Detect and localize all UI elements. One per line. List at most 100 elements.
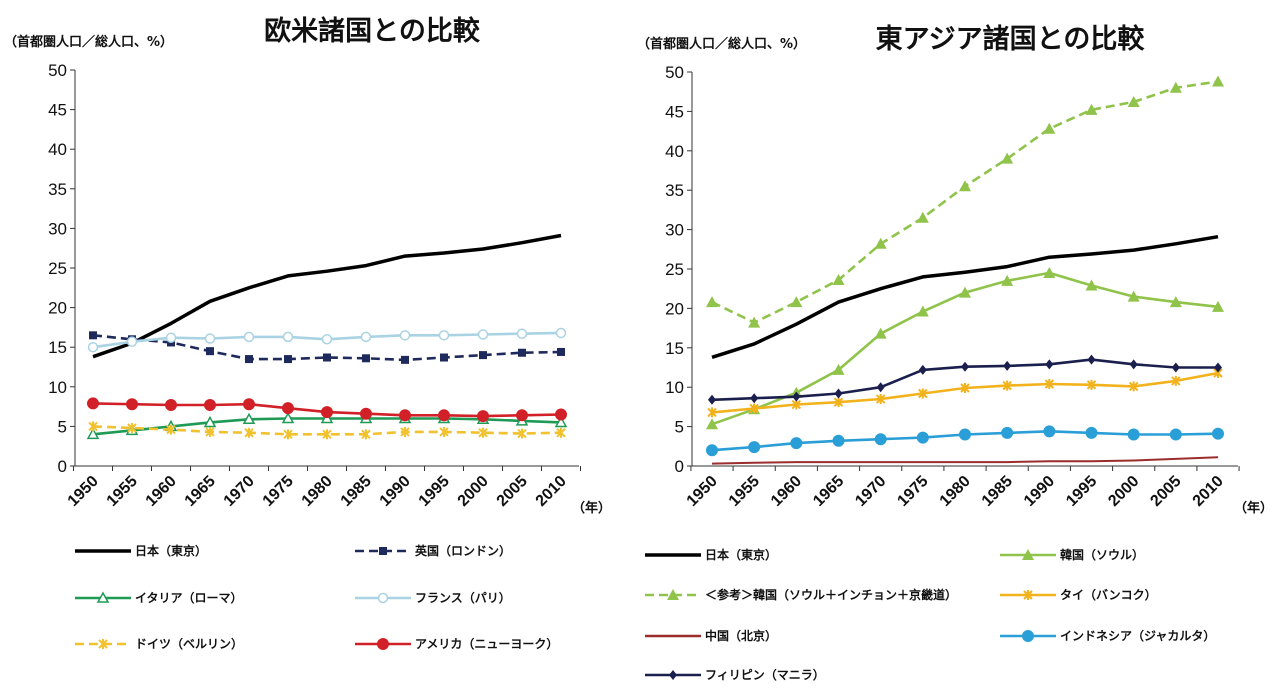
right-chart-series-4-point (749, 403, 759, 414)
right-chart-legend-item: タイ（バンコク） (1000, 587, 1157, 602)
left-chart-series-3-point (281, 411, 295, 424)
right-chart-series-5 (711, 456, 1219, 465)
right-chart-series-5-line (711, 456, 1219, 465)
right-chart-series-2-point (1169, 296, 1182, 308)
right-chart-series-2-point (1043, 266, 1056, 278)
right-chart-legend-item: インドネシア（ジャカルタ） (1000, 628, 1215, 643)
left-chart-series-2-point (479, 351, 487, 360)
left-chart-series-6-point (243, 398, 255, 411)
left-chart-y-tick-label: 45 (48, 101, 67, 120)
left-chart-series-4-point (555, 327, 567, 339)
left-chart-legend-item: 英国（ロンドン） (355, 543, 511, 558)
left-chart-series-6-point (438, 409, 450, 422)
right-chart-legend-label: 日本（東京） (705, 547, 777, 562)
left-chart-y-tick-label: 40 (48, 140, 67, 159)
left-chart-series-2-point (518, 348, 526, 357)
left-chart-series-2-point (362, 354, 370, 363)
right-chart-series-7-point (1003, 360, 1012, 371)
left-chart-legend-label: 日本（東京） (135, 543, 207, 558)
left-chart-series-4-point (204, 333, 216, 344)
right-chart-legend-marker (1022, 630, 1034, 642)
left-chart-series-6-point (516, 409, 528, 422)
right-chart-series-4-point (1044, 379, 1055, 390)
right-chart-series-6-point (1085, 426, 1098, 439)
right-chart-ylabel: （首都圏人口／総人口、%） (637, 36, 806, 52)
left-chart: 0 5 10 15 20 25 30 35 40 45 50 1950 1955 1960 1965 1970… (48, 61, 581, 510)
left-chart-series-1 (92, 233, 562, 359)
left-chart-legend-label: アメリカ（ニューヨーク） (415, 636, 558, 651)
left-chart-series-4-point (282, 331, 294, 343)
right-chart-series-2-point (916, 305, 929, 317)
left-chart-series-4-point (477, 329, 489, 340)
right-chart-xunit: （年） (1234, 500, 1273, 516)
left-chart-series-1-line (92, 233, 562, 359)
left-chart-y-tick-label: 5 (58, 417, 67, 436)
left-chart-series-3-point (242, 412, 256, 425)
right-chart-series-7-point (1045, 359, 1054, 370)
left-chart-series-5-point (127, 422, 137, 433)
left-chart-series-2-point (401, 355, 409, 364)
right-chart-x-tick-label: 1965 (810, 473, 847, 510)
right-chart-legend-label: ＜参考＞韓国（ソウル＋インチョン＋京畿道） (705, 587, 957, 602)
right-chart-legend-marker (667, 589, 679, 600)
left-chart-x-tick-label: 2010 (533, 473, 570, 510)
right-chart-series-6-point (874, 433, 887, 446)
right-chart-legend-item: ＜参考＞韓国（ソウル＋インチョン＋京畿道） (645, 587, 957, 602)
right-chart-series-7-point (750, 393, 759, 404)
left-chart-x-tick-label: 2005 (494, 473, 531, 510)
left-chart-legend-label: イタリア（ローマ） (135, 590, 243, 605)
left-chart-series-4-point (399, 330, 411, 341)
right-chart-series-2-point (874, 327, 887, 339)
right-chart-x-tick-label: 1950 (684, 473, 721, 510)
right-chart-series-6-point (1043, 425, 1056, 438)
right-chart-series-3-point (706, 296, 718, 308)
right-chart-series-3-point (832, 274, 845, 286)
right-chart-legend-label: 韓国（ソウル） (1060, 547, 1144, 562)
left-chart-series-5-point (478, 427, 488, 438)
left-chart-series-3-point (203, 415, 217, 428)
right-chart-series-7-point (708, 394, 716, 405)
right-chart-series-4-point (1086, 379, 1097, 390)
left-chart-x-tick-label: 1960 (143, 473, 180, 510)
right-chart-series-4-point (1171, 375, 1181, 386)
left-chart-x-tick-label: 2000 (455, 473, 492, 510)
right-chart-series-7-point (1214, 362, 1222, 373)
right-chart-series-3-point (790, 296, 803, 308)
left-chart-series-6-point (87, 397, 99, 410)
right-chart-y-tick-label: 15 (665, 339, 684, 358)
left-chart-x-tick-label: 1980 (299, 473, 336, 510)
left-chart-series-4 (87, 327, 567, 353)
left-chart-series-5-point (166, 424, 176, 435)
right-chart-x-tick-label: 2005 (1147, 473, 1184, 510)
right-chart-series-3-point (1212, 75, 1224, 87)
left-chart-legend-item: フランス（パリ） (355, 590, 511, 605)
right-chart-x-tick-label: 1990 (1021, 473, 1058, 510)
right-chart-y-tick-label: 0 (675, 457, 684, 476)
right-chart-y-tick-label: 40 (665, 142, 684, 161)
left-chart-series-6-point (477, 410, 489, 423)
right-chart-series-3 (706, 75, 1224, 328)
right-chart-series-3-point (874, 237, 887, 249)
right-chart-series-4-point (833, 397, 844, 408)
right-chart-series-4-point (707, 407, 717, 418)
right-chart-y-tick-label: 45 (665, 102, 684, 121)
right-chart-series-3-line (711, 80, 1219, 324)
left-chart-series-4-point (516, 328, 528, 339)
right-chart-x-tick-label: 1980 (937, 473, 974, 510)
left-chart-legend-item: ドイツ（ベルリン） (75, 636, 243, 651)
right-chart-series-1 (711, 234, 1219, 359)
left-chart-series-6-point (204, 399, 216, 412)
right-chart-series-3-point (1169, 81, 1182, 93)
left-chart-legend-marker (98, 639, 108, 649)
right-chart-series-6-point (748, 441, 761, 454)
right-chart-series-6 (706, 425, 1224, 457)
left-chart-series-5-point (322, 429, 332, 440)
left-chart-legend-marker (377, 592, 389, 604)
left-legend: 日本（東京） 英国（ロンドン） イタリア（ローマ） フランス（パリ） ドイツ（ベルリン）… (75, 543, 558, 651)
right-chart-y-tick-label: 50 (665, 63, 684, 82)
left-chart-legend-marker (377, 638, 389, 650)
right-chart-title: 東アジア諸国との比較 (876, 23, 1146, 55)
left-chart-y-tick-label: 20 (48, 299, 67, 318)
right-chart-series-2-point (1212, 300, 1224, 312)
